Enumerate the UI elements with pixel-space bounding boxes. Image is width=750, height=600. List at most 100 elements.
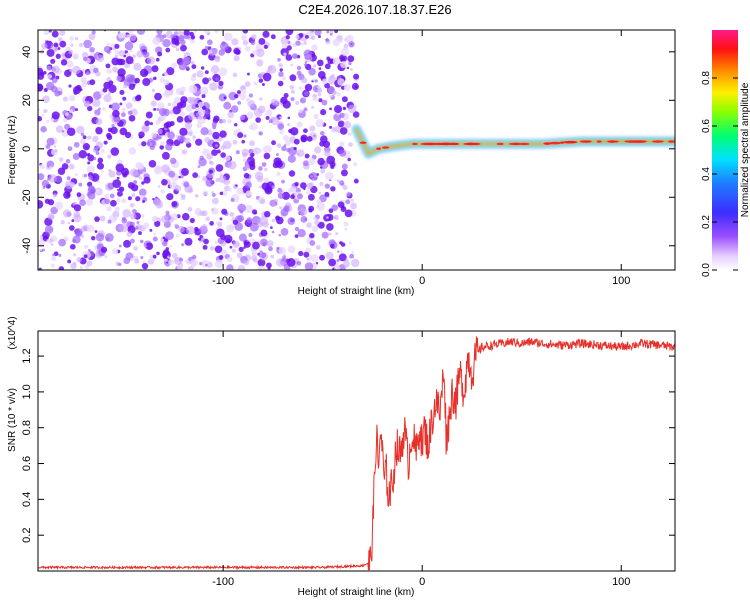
noise-speckle xyxy=(348,61,352,66)
noise-speckle xyxy=(286,258,296,267)
noise-speckle xyxy=(290,97,295,102)
noise-speckle xyxy=(343,121,351,129)
noise-speckle xyxy=(339,180,345,186)
noise-speckle xyxy=(278,233,282,237)
noise-speckle xyxy=(48,30,52,33)
noise-speckle xyxy=(325,251,334,260)
noise-speckle xyxy=(38,267,42,270)
noise-speckle xyxy=(284,139,291,146)
noise-speckle xyxy=(301,77,308,84)
noise-speckle xyxy=(149,228,153,232)
noise-speckle xyxy=(47,177,51,181)
noise-speckle xyxy=(141,181,145,185)
noise-speckle xyxy=(73,90,78,95)
noise-speckle xyxy=(316,173,320,176)
noise-speckle xyxy=(199,155,204,161)
noise-speckle xyxy=(218,49,226,56)
noise-speckle xyxy=(88,33,96,40)
noise-speckle xyxy=(263,44,269,50)
noise-speckle xyxy=(92,135,99,143)
noise-speckle xyxy=(146,56,156,65)
noise-speckle xyxy=(46,137,55,146)
tone-hotspot xyxy=(584,140,592,143)
noise-speckle xyxy=(89,79,96,86)
noise-speckle xyxy=(302,160,309,167)
noise-speckle xyxy=(88,175,94,181)
noise-speckle xyxy=(241,139,246,144)
noise-speckle xyxy=(101,170,104,173)
noise-speckle xyxy=(94,216,100,222)
noise-speckle xyxy=(52,253,55,257)
noise-speckle xyxy=(78,182,83,187)
noise-speckle xyxy=(303,128,308,134)
noise-speckle xyxy=(336,179,340,183)
noise-speckle xyxy=(87,105,93,112)
noise-speckle xyxy=(257,265,266,270)
noise-speckle xyxy=(343,221,349,227)
y-tick-label: 20 xyxy=(21,94,33,106)
noise-speckle xyxy=(178,225,185,233)
noise-speckle xyxy=(287,217,296,226)
tone-hotspot xyxy=(608,140,615,143)
noise-speckle xyxy=(92,98,101,108)
noise-speckle xyxy=(232,248,236,253)
noise-speckle xyxy=(117,31,121,34)
noise-speckle xyxy=(151,65,159,73)
noise-speckle xyxy=(303,63,307,67)
noise-speckle xyxy=(68,163,75,170)
noise-speckle xyxy=(163,89,172,98)
noise-speckle xyxy=(352,111,360,118)
noise-speckle xyxy=(223,157,226,160)
noise-speckle xyxy=(46,239,51,243)
noise-speckle xyxy=(253,81,258,86)
noise-speckle xyxy=(205,178,214,187)
noise-speckle xyxy=(134,77,140,84)
noise-speckle xyxy=(283,52,287,57)
noise-speckle xyxy=(320,168,326,174)
noise-speckle xyxy=(198,237,202,241)
noise-speckle xyxy=(343,43,349,49)
noise-speckle xyxy=(54,175,63,183)
noise-speckle xyxy=(177,264,184,270)
noise-speckle xyxy=(160,189,166,194)
noise-speckle xyxy=(237,215,245,222)
noise-speckle xyxy=(169,110,174,115)
noise-speckle xyxy=(306,135,313,142)
noise-speckle xyxy=(209,245,215,251)
noise-speckle xyxy=(304,61,308,64)
noise-speckle xyxy=(332,57,341,65)
noise-speckle xyxy=(136,30,146,35)
noise-speckle xyxy=(69,68,73,73)
noise-speckle xyxy=(305,35,309,39)
noise-speckle xyxy=(102,107,106,111)
noise-speckle xyxy=(353,162,358,167)
noise-speckle xyxy=(46,65,52,71)
noise-speckle xyxy=(307,193,315,201)
noise-speckle xyxy=(221,190,228,197)
noise-speckle xyxy=(38,199,44,209)
noise-speckle xyxy=(330,186,336,192)
noise-speckle xyxy=(225,155,231,162)
noise-speckle xyxy=(245,97,251,103)
noise-speckle xyxy=(277,123,284,130)
noise-speckle xyxy=(157,51,163,57)
noise-speckle xyxy=(245,190,252,197)
noise-speckle xyxy=(347,132,352,136)
noise-speckle xyxy=(94,109,101,116)
noise-speckle xyxy=(249,122,258,131)
noise-speckle xyxy=(80,225,87,232)
noise-speckle xyxy=(165,210,170,215)
noise-speckle xyxy=(232,72,238,78)
noise-speckle xyxy=(241,212,245,216)
noise-speckle xyxy=(86,260,93,267)
noise-speckle xyxy=(107,127,113,133)
noise-speckle xyxy=(200,224,208,231)
noise-speckle xyxy=(90,235,96,241)
noise-speckle xyxy=(142,260,146,264)
snr-series-line xyxy=(38,336,675,571)
noise-speckle xyxy=(44,225,54,234)
noise-speckle xyxy=(126,34,130,39)
noise-speckle xyxy=(123,239,131,248)
noise-speckle xyxy=(106,49,111,54)
noise-speckle xyxy=(51,111,60,120)
